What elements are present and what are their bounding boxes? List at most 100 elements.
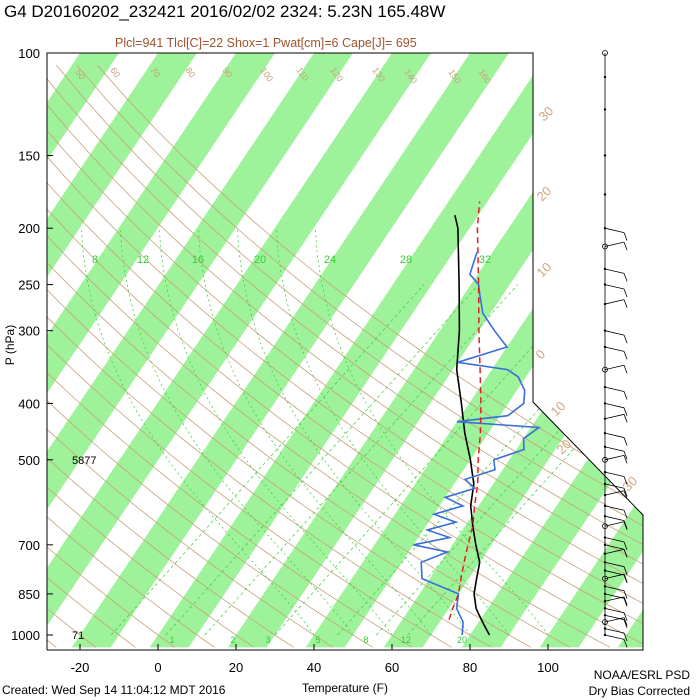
wind-barb-staff — [604, 521, 625, 527]
isotherm-band — [47, 53, 215, 648]
mixing-ratio-bottom-label: 5 — [315, 635, 320, 645]
moist-adiabat — [236, 228, 471, 636]
wind-barb-staff — [604, 505, 625, 511]
height-annotation: 5877 — [72, 455, 96, 467]
calm-wind-marker — [602, 575, 608, 582]
wind-barb-feather — [623, 619, 628, 628]
mixing-ratio-label: 28 — [400, 254, 412, 266]
wind-barb-feather — [623, 617, 628, 626]
wind-point — [603, 108, 607, 111]
wind-barb-feather — [623, 510, 628, 519]
dry-adiabat — [47, 65, 334, 648]
wind-barb-staff — [604, 446, 625, 452]
wind-barb-feather — [623, 334, 628, 344]
wind-barb-staff — [604, 364, 625, 371]
moist-adiabat — [119, 228, 354, 636]
mixing-ratio-line — [204, 284, 518, 636]
wind-barb-staff — [604, 617, 625, 623]
wind-barb-staff — [604, 432, 625, 438]
wind-barb-feather — [623, 574, 628, 583]
adiabat-label: 60 — [108, 65, 122, 79]
dry-adiabat — [47, 65, 294, 648]
created-timestamp: Created: Wed Sep 14 11:04:12 MDT 2016 — [2, 683, 226, 697]
wind-barb-staff — [604, 544, 625, 550]
x-tick-label: 100 — [537, 660, 559, 675]
adiabat-label: 70 — [148, 65, 162, 79]
dry-adiabat — [47, 65, 643, 648]
isotherm-band — [47, 53, 449, 648]
calm-wind-marker — [602, 366, 608, 373]
wind-barb-staff — [604, 268, 625, 274]
wind-barb-feather — [623, 351, 628, 360]
wind-barb-staff — [604, 573, 625, 579]
mixing-ratio-label: 32 — [479, 254, 491, 266]
wind-barb-feather — [623, 299, 628, 308]
mixing-ratio-label: 16 — [192, 254, 204, 266]
moist-adiabat — [158, 228, 393, 636]
wind-barb-feather — [623, 476, 628, 485]
calm-wind-marker — [602, 619, 608, 625]
moist-adiabat — [80, 228, 315, 636]
dry-adiabat — [47, 65, 176, 648]
mixing-ratio-bottom-label: 20 — [457, 635, 467, 645]
calm-wind-marker — [602, 456, 608, 463]
chart-title: G4 D20160202_232421 2016/02/02 2324: 5.2… — [4, 2, 446, 21]
wind-barb-staff — [604, 455, 625, 461]
wind-barb-feather — [623, 521, 628, 530]
wind-barb-feather — [623, 598, 628, 607]
dry-adiabat — [47, 65, 255, 648]
wind-barb-feather — [623, 451, 628, 460]
y-tick-label: 1000 — [11, 628, 40, 643]
wind-barb-feather — [623, 407, 628, 416]
wind-barb-staff — [604, 227, 625, 233]
profile-lines — [413, 201, 542, 636]
dry-adiabat — [47, 65, 215, 648]
wind-point — [603, 345, 607, 349]
y-tick-label: 200 — [18, 221, 40, 236]
dry-adiabat — [47, 65, 373, 648]
dry-adiabats — [47, 65, 643, 648]
mixing-ratio-bottom-label: 1 — [169, 635, 174, 645]
wind-barb-staff — [604, 570, 625, 576]
wind-barb-staff — [604, 548, 625, 555]
wind-barb-feather — [623, 232, 628, 241]
wind-barb-staff — [604, 515, 625, 521]
adiabat-label: 50 — [73, 67, 87, 81]
x-tick-label: 20 — [229, 660, 243, 675]
dewpoint-line — [413, 252, 542, 636]
dry-adiabat — [97, 65, 643, 648]
moist-adiabat — [275, 228, 510, 636]
wind-barb-feather — [623, 549, 628, 558]
wind-barb-staff — [604, 596, 625, 602]
dry-adiabat — [56, 65, 643, 648]
wind-barb-feather — [623, 488, 628, 497]
y-tick-label: 300 — [18, 324, 40, 339]
dry-adiabat — [47, 65, 413, 648]
isotherm-band — [47, 53, 293, 648]
wind-barb-feather — [623, 391, 628, 400]
dry-adiabat — [47, 65, 643, 648]
dry-adiabat — [47, 65, 532, 648]
wind-barb-staff — [604, 483, 625, 489]
y-axis-label: P (hPa) — [3, 325, 17, 365]
wind-barb-feather — [623, 241, 628, 251]
wind-barb-feather — [623, 273, 628, 282]
y-tick-label: 250 — [18, 278, 40, 293]
wind-barb-staff — [604, 628, 625, 634]
wind-barb-feather — [623, 639, 628, 648]
mixing-ratio-bottom-label: 2 — [230, 635, 235, 645]
dry-adiabat — [47, 65, 643, 648]
dry-adiabat — [47, 65, 492, 648]
dry-adiabat — [47, 65, 453, 648]
x-tick-label: 0 — [154, 660, 161, 675]
wind-barb-feather — [623, 566, 628, 575]
wind-barb-staff — [604, 330, 625, 336]
mixing-ratio-bottom-label: 3 — [265, 635, 270, 645]
credit-noaa: NOAA/ESRL PSD — [593, 668, 690, 682]
wind-point — [603, 482, 607, 486]
dry-adiabat — [47, 65, 571, 648]
moist-adiabat — [197, 228, 432, 636]
wind-barb-staff — [604, 471, 625, 477]
plot-area — [47, 53, 643, 648]
